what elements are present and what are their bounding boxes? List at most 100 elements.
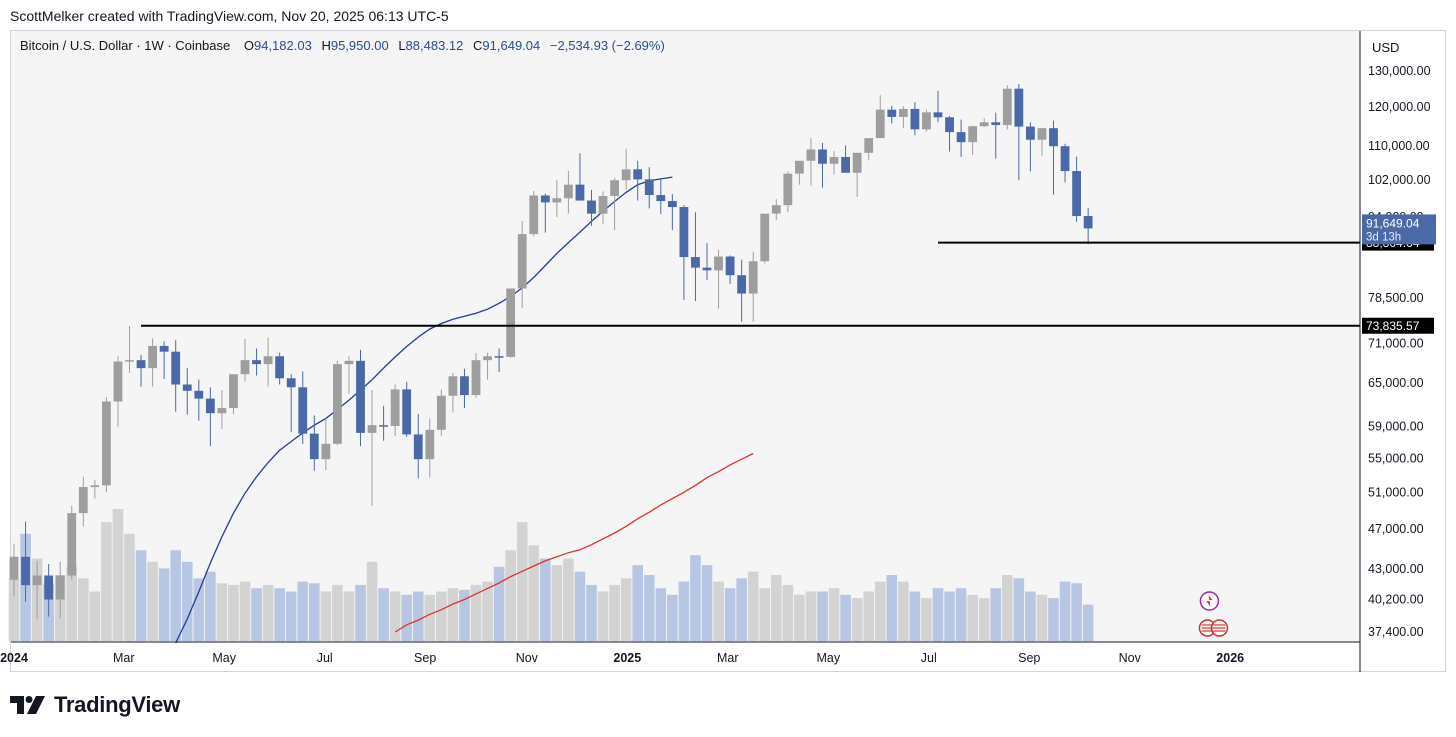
candle[interactable] bbox=[1037, 127, 1047, 156]
candle[interactable] bbox=[506, 288, 516, 358]
candle[interactable] bbox=[806, 138, 816, 186]
candle[interactable] bbox=[852, 152, 862, 197]
candle[interactable] bbox=[425, 418, 435, 478]
candle[interactable] bbox=[240, 338, 250, 382]
candle[interactable] bbox=[321, 418, 331, 470]
candle[interactable] bbox=[356, 349, 365, 447]
candle[interactable] bbox=[148, 338, 157, 387]
candle[interactable] bbox=[67, 505, 77, 580]
candle[interactable] bbox=[205, 387, 215, 447]
candle[interactable] bbox=[159, 341, 169, 379]
candle[interactable] bbox=[864, 138, 874, 161]
candle[interactable] bbox=[333, 360, 342, 446]
candle[interactable] bbox=[379, 405, 388, 441]
candle[interactable] bbox=[21, 521, 30, 602]
candle[interactable] bbox=[136, 354, 146, 387]
candle[interactable] bbox=[610, 178, 619, 231]
candle[interactable] bbox=[1072, 156, 1081, 222]
candle[interactable] bbox=[78, 476, 88, 527]
candle[interactable] bbox=[217, 390, 227, 430]
candle[interactable] bbox=[771, 199, 781, 220]
candle[interactable] bbox=[875, 95, 885, 139]
candle[interactable] bbox=[714, 249, 723, 309]
candle[interactable] bbox=[344, 356, 354, 394]
candle[interactable] bbox=[309, 415, 319, 471]
candle[interactable] bbox=[390, 384, 400, 436]
candle[interactable] bbox=[298, 371, 308, 444]
candle[interactable] bbox=[483, 352, 492, 380]
volume-bar bbox=[424, 594, 436, 641]
candle[interactable] bbox=[90, 480, 100, 499]
candle[interactable] bbox=[194, 379, 204, 421]
candle[interactable] bbox=[818, 142, 827, 188]
candle[interactable] bbox=[702, 243, 712, 281]
candle[interactable] bbox=[829, 151, 839, 175]
candle[interactable] bbox=[968, 126, 978, 155]
candle[interactable] bbox=[1083, 207, 1093, 245]
candle[interactable] bbox=[471, 352, 481, 398]
candle[interactable] bbox=[667, 194, 677, 231]
candle[interactable] bbox=[367, 390, 377, 506]
candle[interactable] bbox=[564, 171, 573, 214]
candle[interactable] bbox=[725, 255, 735, 285]
candle[interactable] bbox=[644, 167, 654, 209]
candle[interactable] bbox=[922, 109, 931, 132]
candle[interactable] bbox=[286, 374, 296, 433]
candle[interactable] bbox=[517, 220, 527, 309]
candle[interactable] bbox=[956, 119, 966, 157]
candle[interactable] bbox=[1026, 122, 1035, 172]
candle[interactable] bbox=[113, 356, 123, 427]
candle[interactable] bbox=[402, 381, 412, 437]
candle[interactable] bbox=[795, 160, 804, 185]
candle[interactable] bbox=[436, 389, 446, 436]
candle[interactable] bbox=[263, 337, 273, 387]
candle[interactable] bbox=[552, 180, 562, 218]
candle[interactable] bbox=[102, 397, 111, 493]
candle[interactable] bbox=[229, 374, 238, 414]
candle[interactable] bbox=[633, 160, 643, 201]
candle[interactable] bbox=[945, 116, 954, 152]
candle[interactable] bbox=[760, 213, 770, 264]
candle[interactable] bbox=[448, 372, 458, 413]
candle[interactable] bbox=[9, 543, 19, 597]
candle[interactable] bbox=[1060, 143, 1070, 183]
candle[interactable] bbox=[621, 148, 631, 190]
candle[interactable] bbox=[656, 178, 666, 215]
candle[interactable] bbox=[737, 259, 747, 322]
candle[interactable] bbox=[125, 325, 134, 373]
volume-bar bbox=[1013, 578, 1025, 641]
candle[interactable] bbox=[182, 368, 192, 415]
candle[interactable] bbox=[171, 340, 181, 412]
candle[interactable] bbox=[494, 348, 504, 373]
candle[interactable] bbox=[413, 413, 423, 479]
candle[interactable] bbox=[575, 153, 585, 201]
candle[interactable] bbox=[691, 212, 700, 302]
candle[interactable] bbox=[32, 560, 42, 619]
candle[interactable] bbox=[587, 190, 596, 226]
candle[interactable] bbox=[1049, 120, 1058, 195]
candle[interactable] bbox=[910, 102, 920, 136]
candle[interactable] bbox=[529, 190, 539, 237]
candle[interactable] bbox=[55, 561, 65, 618]
candle[interactable] bbox=[1014, 84, 1024, 181]
candle[interactable] bbox=[991, 112, 1001, 159]
candle[interactable] bbox=[841, 145, 850, 173]
candle[interactable] bbox=[933, 90, 943, 123]
candle[interactable] bbox=[540, 193, 550, 233]
candle[interactable] bbox=[748, 251, 758, 322]
currency-label[interactable]: USD bbox=[1372, 40, 1400, 55]
candle[interactable] bbox=[44, 563, 54, 617]
candle[interactable] bbox=[598, 191, 608, 224]
candle[interactable] bbox=[887, 105, 897, 124]
plot-area[interactable] bbox=[11, 31, 1360, 642]
candle[interactable] bbox=[275, 352, 285, 385]
candle[interactable] bbox=[898, 106, 908, 129]
candle[interactable] bbox=[460, 368, 469, 409]
candle[interactable] bbox=[252, 348, 261, 376]
candle[interactable] bbox=[783, 171, 793, 213]
symbol-label[interactable]: Bitcoin / U.S. Dollar · 1W · Coinbase bbox=[20, 38, 231, 53]
candle[interactable] bbox=[1002, 85, 1012, 130]
candle[interactable] bbox=[979, 118, 989, 127]
candle[interactable] bbox=[679, 205, 689, 300]
